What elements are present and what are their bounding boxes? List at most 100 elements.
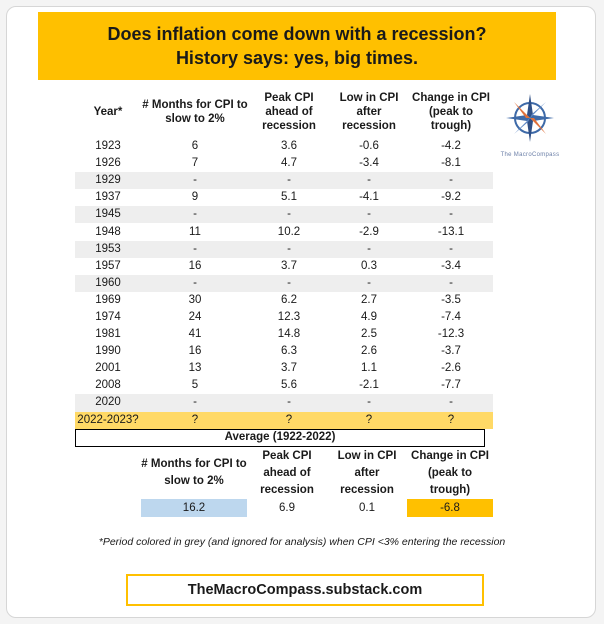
average-title: Average (1922-2022)	[75, 429, 485, 447]
cell-year: 2001	[95, 362, 121, 375]
header-months: # Months for CPI to slow to 2%	[142, 99, 248, 125]
cell-change-cpi: -3.4	[441, 259, 461, 272]
table-row: 1945- - - -	[75, 206, 493, 224]
cell-months: -	[141, 172, 249, 190]
header-low-cpi: Low in CPI after recession	[339, 92, 399, 132]
cell-year: 1929	[75, 172, 141, 190]
table-row: 2020- - - -	[75, 394, 493, 412]
cell-peak-cpi: -	[249, 206, 329, 224]
cell-low-cpi: -	[329, 206, 409, 224]
cell-change-cpi: ?	[409, 411, 493, 429]
table-row: 1969 30 6.2 2.7 -3.5	[75, 292, 493, 309]
cell-peak-cpi: 3.6	[281, 140, 297, 153]
cell-year: 1945	[75, 206, 141, 224]
cell-low-cpi: -2.9	[359, 225, 379, 238]
avg-header-peak-cpi: Peak CPI ahead of recession	[260, 449, 314, 496]
cell-months: -	[141, 274, 249, 292]
table-row: 2008 5 5.6 -2.1 -7.7	[75, 377, 493, 394]
average-table: # Months for CPI to slow to 2% Peak CPI …	[141, 447, 493, 517]
cell-months: -	[141, 394, 249, 412]
cell-low-cpi: 1.1	[361, 362, 377, 375]
logo-text: The MacroCompass	[500, 152, 560, 158]
header-change-cpi: Change in CPI (peak to trough)	[412, 92, 490, 132]
cell-change-cpi: -4.2	[441, 140, 461, 153]
cell-peak-cpi: -	[249, 394, 329, 412]
cell-year: 1923	[95, 140, 121, 153]
cell-change-cpi: -	[409, 172, 493, 190]
cell-peak-cpi: 5.6	[281, 379, 297, 392]
cell-months: 7	[191, 157, 199, 170]
cell-year: 2008	[95, 379, 121, 392]
cell-peak-cpi: 6.2	[281, 293, 297, 306]
table-row: 1953- - - -	[75, 240, 493, 258]
cell-months: 5	[191, 379, 199, 392]
table-row: 1929- - - -	[75, 172, 493, 190]
average-value-row: 16.2 6.9 0.1 -6.8	[141, 499, 493, 517]
cell-year: 1960	[75, 274, 141, 292]
cell-change-cpi: -8.1	[441, 157, 461, 170]
compass-star-icon	[506, 94, 554, 142]
cell-peak-cpi: -	[249, 274, 329, 292]
cell-change-cpi: -7.7	[441, 379, 461, 392]
cell-low-cpi: 0.3	[361, 259, 377, 272]
cell-year: 1953	[75, 240, 141, 258]
table-row: 1948 11 10.2 -2.9 -13.1	[75, 223, 493, 240]
cell-months: 16	[188, 259, 202, 272]
cell-months: -	[141, 206, 249, 224]
cell-change-cpi: -	[409, 206, 493, 224]
header-year: Year*	[93, 106, 123, 118]
cell-year: 1926	[95, 157, 121, 170]
avg-value-months: 16.2	[141, 499, 247, 517]
cell-low-cpi: 2.5	[361, 328, 377, 341]
cell-change-cpi: -	[409, 274, 493, 292]
cell-months: -	[141, 240, 249, 258]
cell-peak-cpi: 4.7	[281, 157, 297, 170]
cell-months: 16	[188, 345, 202, 358]
avg-value-change-cpi: -6.8	[407, 499, 493, 517]
cell-change-cpi: -13.1	[437, 225, 465, 238]
title-banner: Does inflation come down with a recessio…	[38, 12, 556, 80]
table-row-forecast: 2022-2023?????	[75, 411, 493, 429]
cell-months: 41	[188, 328, 202, 341]
cell-peak-cpi: 3.7	[281, 259, 297, 272]
table-row: 2001 13 3.7 1.1 -2.6	[75, 360, 493, 377]
table-row: 1990 16 6.3 2.6 -3.7	[75, 343, 493, 360]
cell-low-cpi: 2.7	[361, 293, 377, 306]
avg-header-change-cpi: Change in CPI (peak to trough)	[411, 449, 489, 496]
cell-change-cpi: -	[409, 240, 493, 258]
table-row: 1926 7 4.7 -3.4 -8.1	[75, 155, 493, 172]
cell-low-cpi: 4.9	[361, 310, 377, 323]
cell-peak-cpi: -	[249, 240, 329, 258]
cell-months: 24	[188, 310, 202, 323]
cell-year: 2020	[75, 394, 141, 412]
avg-header-months: # Months for CPI to slow to 2%	[141, 458, 247, 487]
table-row: 1957 16 3.7 0.3 -3.4	[75, 258, 493, 275]
cell-peak-cpi: 12.3	[277, 310, 301, 323]
cell-peak-cpi: 14.8	[277, 328, 301, 341]
banner-title: Does inflation come down with a recessio…	[107, 24, 487, 44]
cell-low-cpi: -4.1	[359, 191, 379, 204]
card	[6, 6, 596, 618]
cell-year: 1974	[95, 310, 121, 323]
cell-change-cpi: -	[409, 394, 493, 412]
average-header-row: # Months for CPI to slow to 2% Peak CPI …	[141, 447, 493, 499]
cell-year: 2022-2023?	[75, 411, 141, 429]
cell-peak-cpi: -	[249, 172, 329, 190]
table-row: 1937 9 5.1 -4.1 -9.2	[75, 189, 493, 206]
cell-low-cpi: -	[329, 172, 409, 190]
cell-change-cpi: -3.5	[441, 293, 461, 306]
table-row: 1960- - - -	[75, 274, 493, 292]
footer-url: TheMacroCompass.substack.com	[126, 574, 484, 606]
cell-peak-cpi: 5.1	[281, 191, 297, 204]
avg-header-low-cpi: Low in CPI after recession	[337, 449, 397, 496]
cell-year: 1948	[95, 225, 121, 238]
cell-change-cpi: -3.7	[441, 345, 461, 358]
cell-months: 13	[188, 362, 202, 375]
cell-year: 1990	[95, 345, 121, 358]
cell-low-cpi: -0.6	[359, 140, 379, 153]
cell-peak-cpi: 3.7	[281, 362, 297, 375]
cell-year: 1981	[95, 328, 121, 341]
cell-low-cpi: ?	[329, 411, 409, 429]
cell-low-cpi: 2.6	[361, 345, 377, 358]
cell-low-cpi: -	[329, 240, 409, 258]
